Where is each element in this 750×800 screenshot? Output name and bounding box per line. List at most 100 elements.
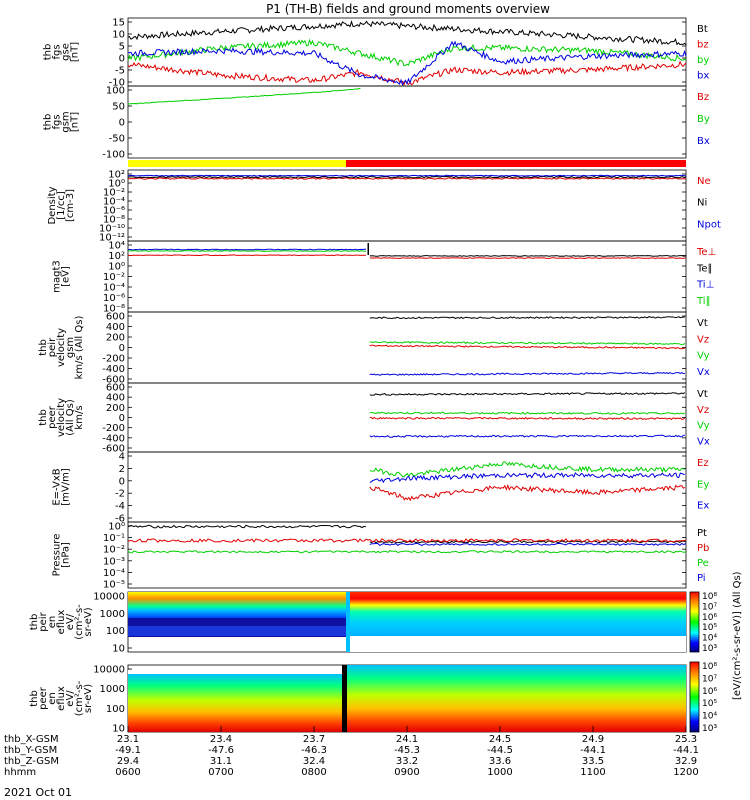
x-tick-label: 31.1 xyxy=(210,756,232,767)
y-tick-label: 4 xyxy=(119,452,125,463)
mode-bar-slow xyxy=(128,160,346,167)
y-tick-label: 10000 xyxy=(93,592,125,603)
x-tick-label: 1000 xyxy=(487,767,512,778)
legend-bz: bz xyxy=(697,40,709,51)
x-tick-label: -49.1 xyxy=(115,745,141,756)
y-axis-label: (cm²-s- xyxy=(74,680,85,716)
y-axis-label: thb xyxy=(43,44,54,61)
y-tick-label: 200 xyxy=(106,333,125,344)
series-pressure-Pb xyxy=(127,538,687,543)
y-tick-label: 10⁻² xyxy=(103,188,125,199)
y-axis-label: en xyxy=(47,692,58,705)
colorbar-tick-label: 10⁸ xyxy=(702,592,717,602)
panel-frame xyxy=(127,169,687,242)
y-axis-label: gse xyxy=(61,43,72,61)
y-tick-label: 0 xyxy=(119,343,125,354)
y-axis-label: eflux xyxy=(56,686,67,711)
series-fgs-Bt xyxy=(127,20,687,46)
y-tick-label: 100 xyxy=(106,86,125,97)
x-tick-label: 0700 xyxy=(208,767,233,778)
y-tick-label: 10⁰ xyxy=(108,262,125,273)
y-tick-label: 10⁻⁴ xyxy=(103,197,125,208)
x-tick-label: 23.4 xyxy=(210,734,232,745)
y-tick-label: -200 xyxy=(102,354,125,365)
series-peir_vel-Vx xyxy=(369,371,685,376)
panels-group: 151050-5-10thbfgsgse[nT]Btbzbybx100500-5… xyxy=(29,18,721,735)
y-axis-label: fgs xyxy=(52,114,63,129)
mode-bar xyxy=(128,160,686,167)
legend-Ex: Ex xyxy=(697,501,709,512)
x-tick-label: 33.5 xyxy=(582,756,604,767)
panel-frame xyxy=(127,521,687,589)
y-axis-label: magt3 xyxy=(52,260,63,293)
y-tick-label: 10⁻¹ xyxy=(103,533,125,544)
series-peir_vel-Vy xyxy=(369,341,686,346)
y-tick-label: -100 xyxy=(102,150,125,161)
y-axis-label: [1/cc] xyxy=(56,191,67,220)
series-density-Npot xyxy=(127,174,687,177)
y-axis-label: km/s xyxy=(74,405,85,429)
y-axis-label: fgs xyxy=(52,44,63,59)
y-tick-label: 10⁻⁴ xyxy=(103,283,125,294)
y-axis-label: thb xyxy=(29,614,40,631)
y-tick-label: 10⁻³ xyxy=(103,556,125,567)
series-peer_vel-Vt xyxy=(369,392,686,396)
legend-Pe: Pe xyxy=(697,558,709,569)
y-tick-label: 0 xyxy=(119,54,125,65)
legend-Ni: Ni xyxy=(697,198,707,209)
y-tick-label: 10² xyxy=(108,170,125,181)
y-tick-label: 10⁻¹² xyxy=(99,233,125,244)
legend-Vy: Vy xyxy=(697,421,710,432)
y-tick-label: 10⁻⁴ xyxy=(103,568,125,579)
colorbar-tick-label: 10³ xyxy=(702,724,717,734)
y-axis-label: [nPa] xyxy=(61,542,72,568)
x-axis-labels: thb_X-GSM 23.1 23.4 23.7 24.1 24.5 24.9 25.3 thb… xyxy=(4,726,699,778)
panel-density: 10²10⁰10⁻²10⁻⁴10⁻⁶10⁻⁸10⁻¹⁰10⁻¹²Density[… xyxy=(47,170,721,244)
y-tick-label: -6 xyxy=(115,514,125,525)
panel-efield: 420 -2-4 -6 E=-VxB[mV/m] Ez Ey Ex xyxy=(52,452,710,525)
x-row-label: thb_Y-GSM xyxy=(4,745,57,756)
series-density-Ni xyxy=(127,175,687,179)
y-axis-label: [mV/m] xyxy=(61,468,72,506)
series-peir_vel-Vt xyxy=(369,316,685,320)
x-tick-label: 1100 xyxy=(580,767,605,778)
legend-Ez: Ez xyxy=(697,458,709,469)
y-tick-label: -4 xyxy=(115,501,125,512)
panel-frame xyxy=(127,85,687,159)
y-tick-label: 0 xyxy=(119,476,125,487)
x-tick-label: 29.4 xyxy=(117,756,139,767)
colorbar-tick-label: 10⁴ xyxy=(702,712,717,722)
legend-Vx: Vx xyxy=(697,367,710,378)
x-tick-label: 24.9 xyxy=(582,734,604,745)
y-axis-label: eflux xyxy=(56,610,67,635)
legend-Vt: Vt xyxy=(697,389,708,400)
series-temp-Teperp xyxy=(127,254,367,257)
x-tick-label: 0900 xyxy=(394,767,419,778)
y-axis-label: peir xyxy=(38,611,49,631)
legend-By: By xyxy=(697,114,710,125)
y-tick-label: -600 xyxy=(102,375,125,386)
x-tick-label: 0600 xyxy=(115,767,140,778)
mode-bar-fast xyxy=(346,160,686,167)
y-axis-label: thb xyxy=(43,114,54,131)
y-tick-label: -400 xyxy=(102,364,125,375)
y-axis-label: E=-VxB xyxy=(52,468,63,505)
x-tick-label: 25.3 xyxy=(675,734,697,745)
y-tick-label: 0 xyxy=(119,413,125,424)
series-temp-Tiperp xyxy=(127,248,367,251)
y-axis-label: Density xyxy=(47,186,58,224)
colorbar: [eV/(cm²-s-sr-eV)] (All Qs) xyxy=(689,571,743,733)
y-axis-label: thb xyxy=(29,690,40,707)
colorbar-tick-label: 10⁷ xyxy=(702,674,717,684)
y-tick-label: 0 xyxy=(119,118,125,129)
y-axis-label: peer xyxy=(47,405,58,429)
y-axis-label: Pressure xyxy=(52,534,63,577)
y-tick-label: 10000 xyxy=(93,665,125,676)
x-row-label: thb_X-GSM xyxy=(4,734,59,745)
y-tick-label: -2 xyxy=(115,489,125,500)
y-axis-label: en xyxy=(47,616,58,629)
series-fgs_gsm-By xyxy=(127,87,361,105)
